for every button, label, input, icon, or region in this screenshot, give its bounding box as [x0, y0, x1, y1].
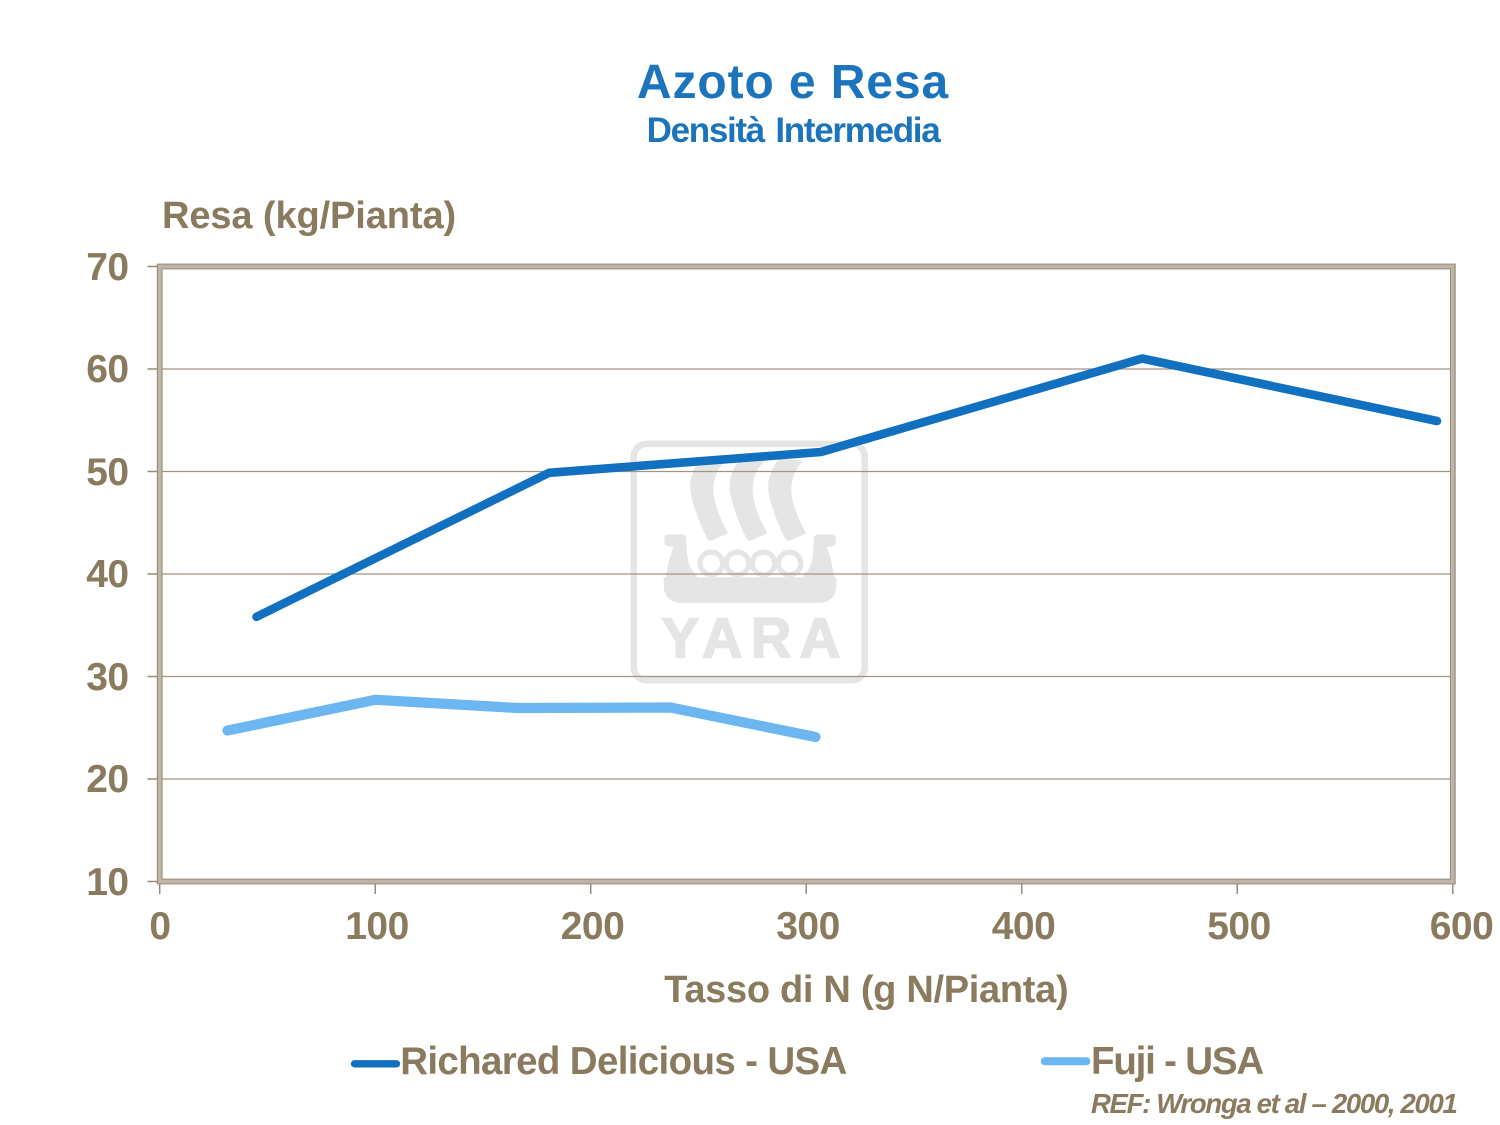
svg-text:YARA: YARA — [661, 606, 848, 669]
